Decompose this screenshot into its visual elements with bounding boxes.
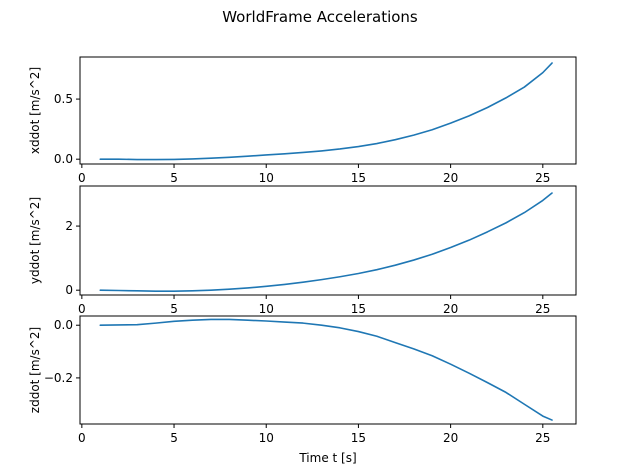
xddot-x-tick-label: 25 (535, 171, 550, 185)
yddot-subplot: 0 5 10 15 20 25 0 2 yddot [m/s^2] (28, 185, 577, 316)
xddot-x-tick-label: 5 (170, 171, 178, 185)
yddot-y-tick-label: 2 (65, 219, 73, 233)
yddot-series-line (99, 192, 553, 292)
zddot-y-tick-label: 0.0 (54, 318, 73, 332)
figure-title: WorldFrame Accelerations (222, 8, 418, 26)
xddot-axes-frame (79, 56, 577, 165)
yddot-axes-frame (79, 185, 577, 296)
xddot-x-tick-label: 10 (259, 171, 274, 185)
zddot-y-axis-label: zddot [m/s^2] (28, 327, 42, 413)
yddot-y-axis-label: yddot [m/s^2] (28, 197, 42, 284)
yddot-x-tick-label: 5 (170, 302, 178, 316)
zddot-y-tick-label: −0.2 (44, 371, 73, 385)
x-axis-label: Time t [s] (298, 451, 356, 465)
yddot-x-tick-label: 10 (259, 302, 274, 316)
yddot-x-tick-label: 0 (78, 302, 86, 316)
zddot-x-tick-label: 0 (78, 431, 86, 445)
xddot-y-tick-label: 0.5 (54, 92, 73, 106)
zddot-x-tick-label: 15 (351, 431, 366, 445)
zddot-x-tick-label: 25 (535, 431, 550, 445)
zddot-axes-frame (79, 315, 577, 425)
zddot-x-tick-label: 10 (259, 431, 274, 445)
xddot-x-tick-label: 20 (443, 171, 458, 185)
xddot-series-line (99, 62, 553, 161)
zddot-x-tick-label: 20 (443, 431, 458, 445)
yddot-y-tick-label: 0 (65, 283, 73, 297)
xddot-x-tick-label: 0 (78, 171, 86, 185)
xddot-x-tick-label: 15 (351, 171, 366, 185)
xddot-y-tick-label: 0.0 (54, 152, 73, 166)
zddot-series-line (99, 318, 553, 421)
xddot-y-axis-label: xddot [m/s^2] (28, 67, 42, 154)
yddot-x-tick-label: 25 (535, 302, 550, 316)
zddot-x-tick-label: 5 (170, 431, 178, 445)
yddot-x-tick-label: 20 (443, 302, 458, 316)
yddot-x-tick-label: 15 (351, 302, 366, 316)
xddot-subplot: 0 5 10 15 20 25 0.0 0.5 xddot [m/s^2] (28, 56, 577, 185)
